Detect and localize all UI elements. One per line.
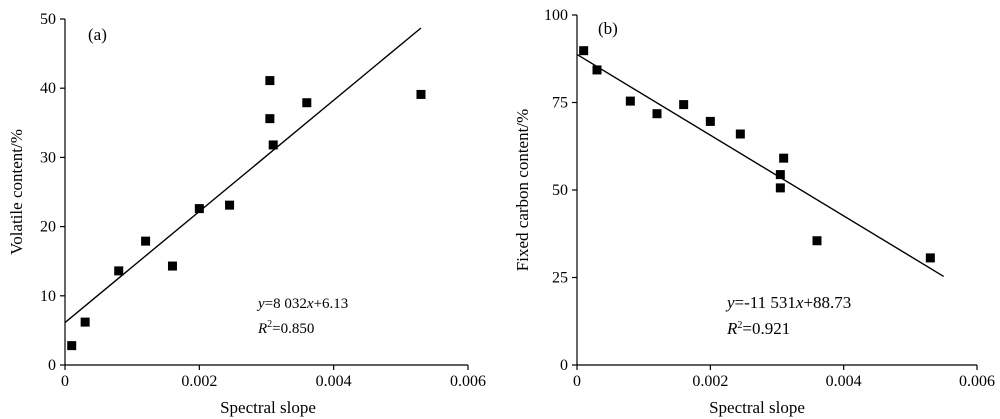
panel-label: (b) <box>598 19 618 38</box>
y-axis-label: Fixed carbon content/% <box>513 109 532 271</box>
y-tick-label: 20 <box>40 219 56 236</box>
data-point <box>194 204 204 214</box>
y-tick-label: 0 <box>48 357 56 374</box>
y-axis-label: Volatile content/% <box>7 129 26 255</box>
data-point <box>225 200 235 210</box>
regression-line <box>64 27 422 324</box>
data-point <box>265 76 275 86</box>
y-tick-label: 75 <box>552 95 568 112</box>
x-tick-label: 0.002 <box>692 373 728 390</box>
x-axis-label: Spectral slope <box>220 398 316 417</box>
chart-panel-a: 0 0.002 0.004 0.006 0 10 20 30 40 50 Spectral slop… <box>7 11 486 417</box>
data-point <box>779 153 789 163</box>
regression-equation: y=-11 531x+88.73 <box>725 293 851 312</box>
x-axis-label: Spectral slope <box>709 398 805 417</box>
data-point <box>268 140 278 150</box>
x-tick-label: 0.002 <box>181 373 217 390</box>
chart-panel-b: 0 0.002 0.004 0.006 0 25 50 75 100 Spectral slope… <box>513 7 995 417</box>
x-tick-label: 0.004 <box>826 373 862 390</box>
y-tick-label: 25 <box>552 270 568 287</box>
y-tick-label: 100 <box>544 7 568 24</box>
y-tick-label: 10 <box>40 288 56 305</box>
data-point <box>67 341 77 351</box>
y-tick-label: 50 <box>40 11 56 28</box>
x-tick-label: 0.006 <box>450 373 486 390</box>
data-point <box>416 89 426 99</box>
regression-equation: y=8 032x+6.13 <box>256 296 348 312</box>
data-point <box>592 65 602 75</box>
data-point <box>775 183 785 193</box>
data-point <box>735 129 745 139</box>
y-tick-label: 30 <box>40 149 56 166</box>
data-point <box>925 253 935 263</box>
r-squared-label: R2=0.850 <box>257 319 314 337</box>
data-point <box>705 116 715 126</box>
r-squared-label: R2=0.921 <box>726 319 790 338</box>
data-point <box>679 100 689 110</box>
regression-line <box>576 53 945 278</box>
x-tick-label: 0.006 <box>959 373 995 390</box>
x-tick-label: 0 <box>573 373 581 390</box>
data-point <box>167 261 177 271</box>
panel-label: (a) <box>88 25 107 44</box>
data-point <box>114 266 124 276</box>
data-point <box>265 114 275 124</box>
x-tick-label: 0 <box>61 373 69 390</box>
x-tick-label: 0.004 <box>316 373 352 390</box>
data-point <box>302 98 312 108</box>
y-tick-label: 50 <box>552 182 568 199</box>
data-point <box>80 317 90 327</box>
data-point <box>141 236 151 246</box>
data-point <box>812 236 822 246</box>
y-tick-label: 0 <box>560 357 568 374</box>
data-point <box>625 96 635 106</box>
data-point <box>579 46 589 56</box>
data-point <box>652 109 662 119</box>
data-point <box>775 170 785 180</box>
y-tick-label: 40 <box>40 80 56 97</box>
